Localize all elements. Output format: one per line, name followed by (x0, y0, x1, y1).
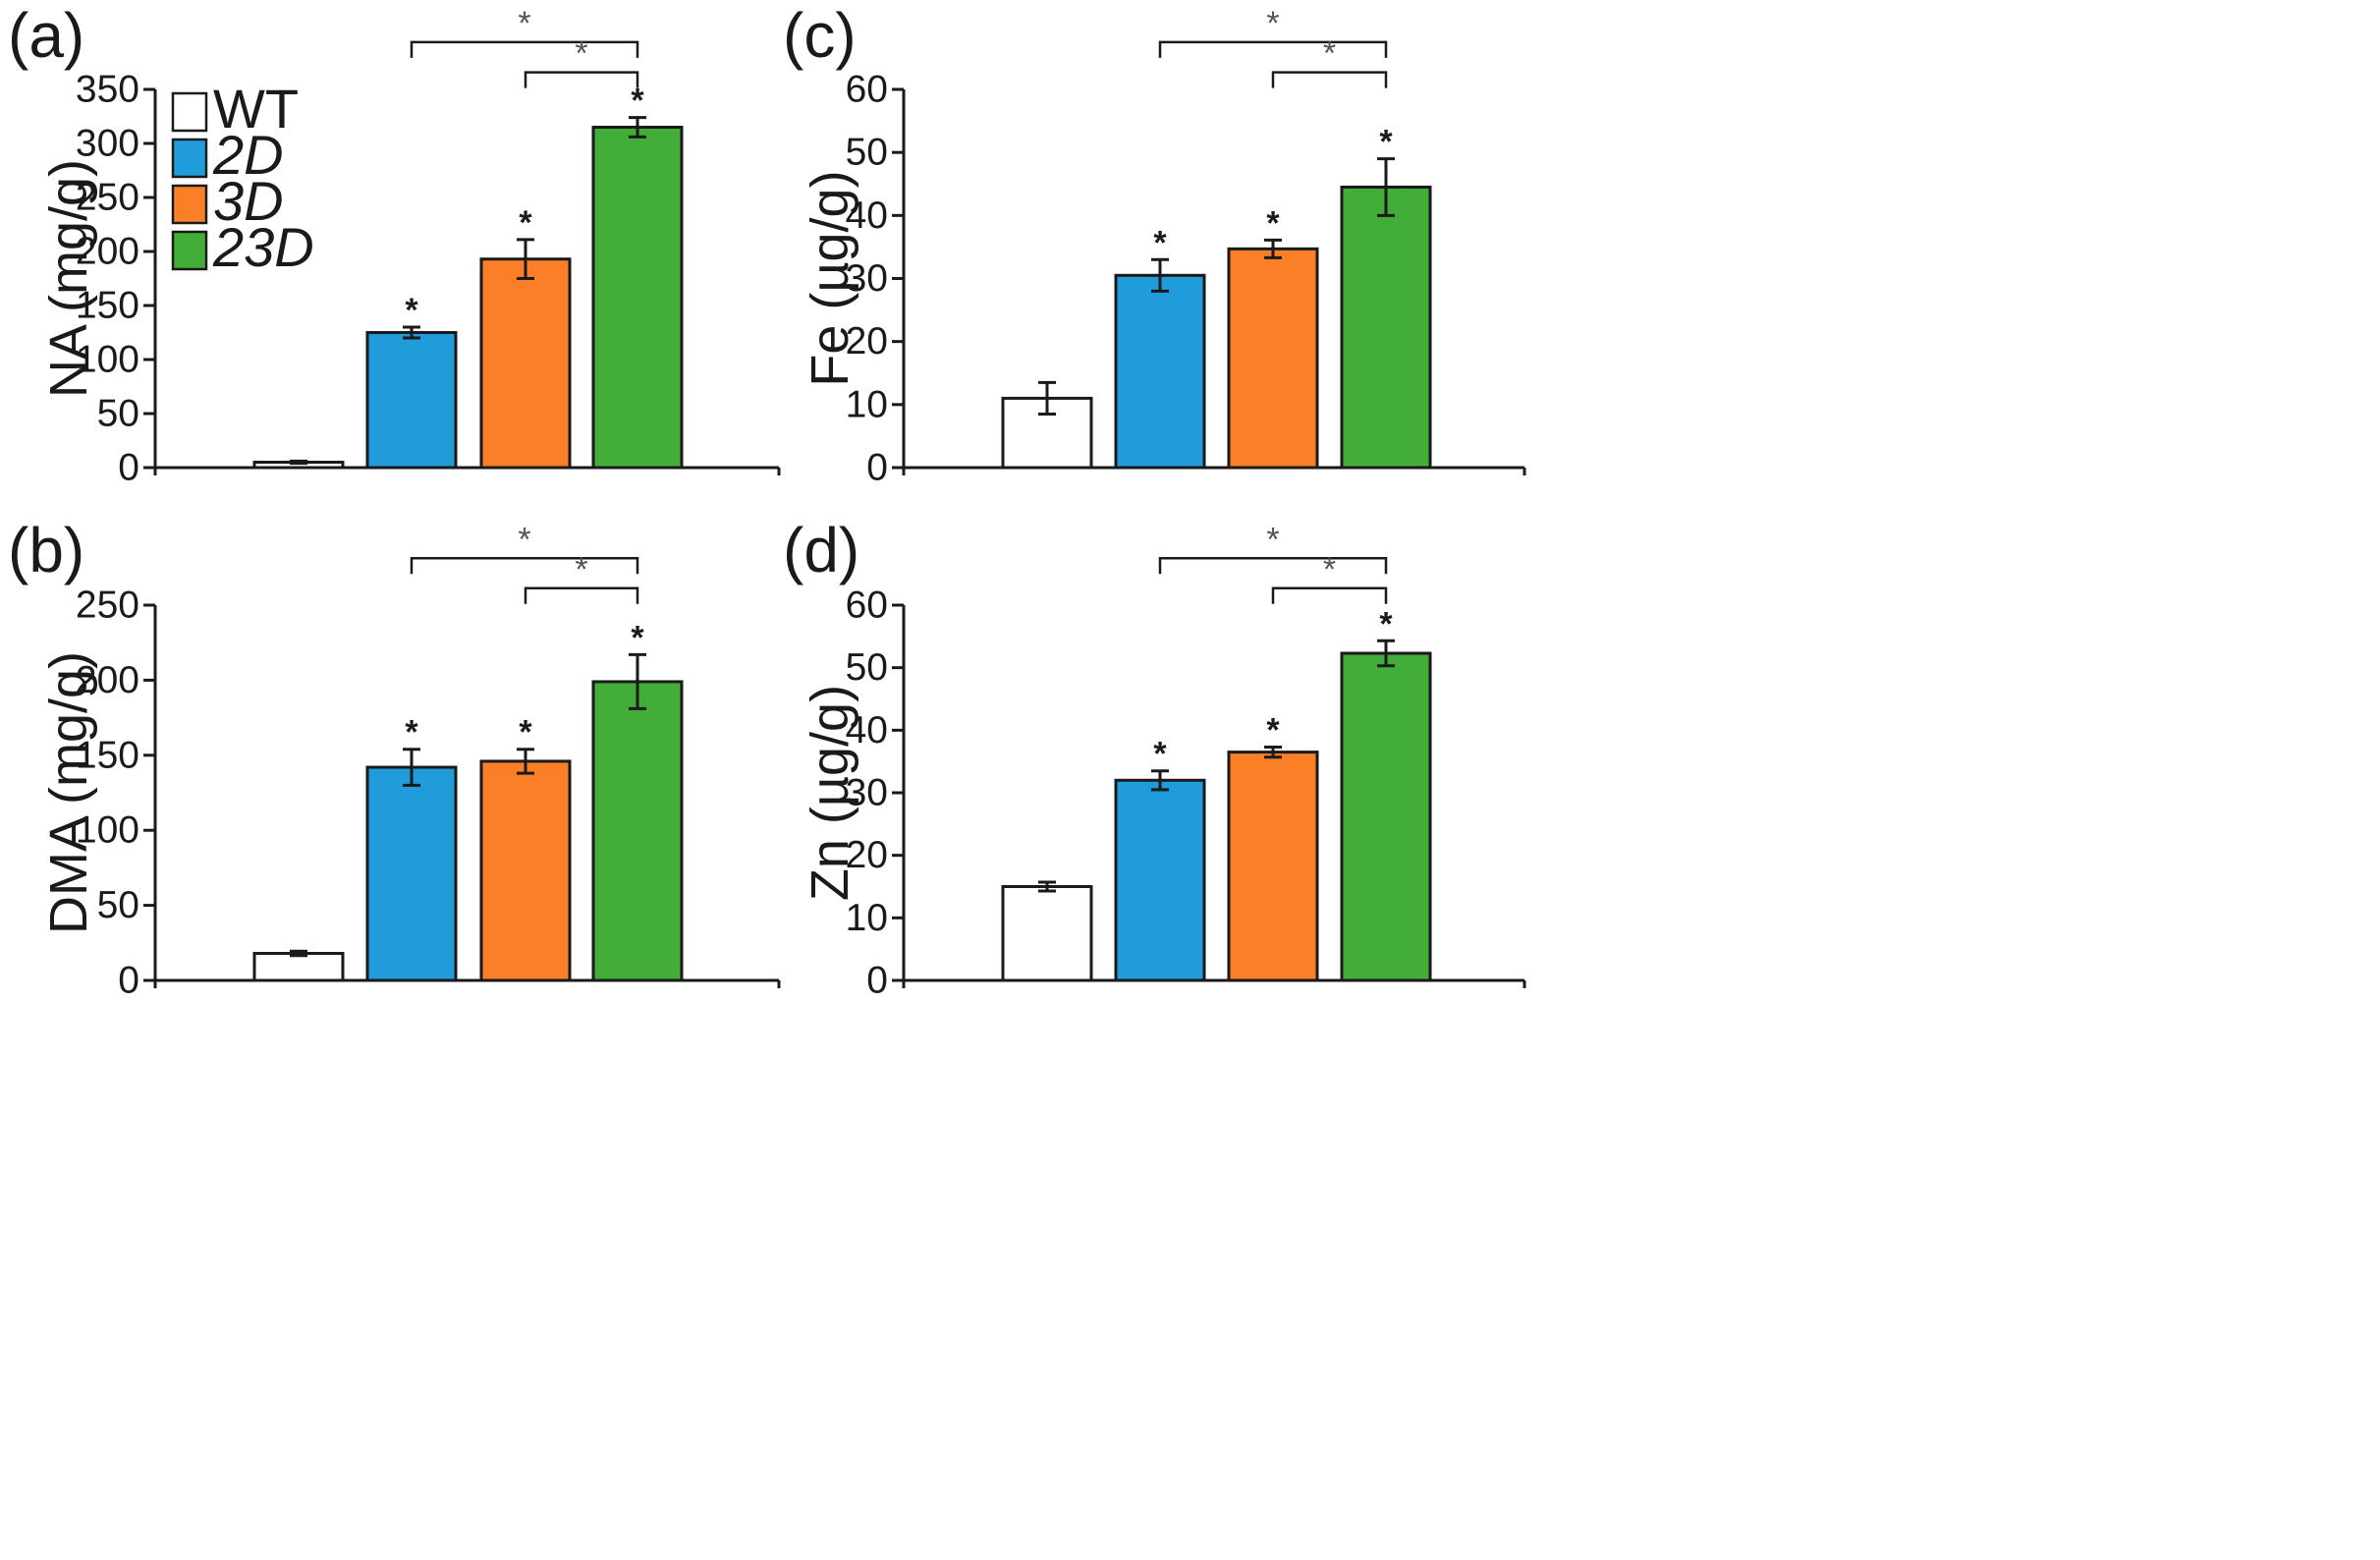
legend-label-23d: 23D (212, 216, 314, 278)
bar-3d (479, 759, 572, 982)
y-tick-label: 50 (846, 646, 888, 689)
panel-label: (d) (783, 515, 859, 585)
significance-star: * (1379, 605, 1393, 642)
significance-star: * (1153, 736, 1167, 773)
significance-star: * (1153, 224, 1167, 261)
significance-star: * (519, 204, 532, 242)
legend-label-wt: WT (213, 78, 299, 139)
bracket-star: * (575, 551, 587, 588)
bar-3d (1227, 247, 1319, 470)
bar-wt (1001, 885, 1093, 982)
bar-3d (479, 257, 572, 470)
y-tick-label: 150 (76, 285, 139, 327)
significance-star: * (631, 619, 644, 656)
comparison-bracket (410, 40, 639, 58)
y-tick-label: 30 (846, 257, 888, 300)
bracket-star: * (1323, 551, 1336, 588)
comparison-bracket (524, 71, 639, 88)
y-tick-label: 0 (866, 447, 888, 489)
legend-label-3d: 3D (213, 170, 284, 232)
bracket-star: * (518, 5, 530, 42)
y-tick-label: 20 (846, 834, 888, 876)
legend-swatch-wt (171, 91, 208, 133)
bracket-star: * (575, 35, 587, 73)
bar-2d (365, 765, 458, 982)
significance-star: * (405, 292, 418, 329)
significance-star: * (631, 83, 644, 120)
bar-23d (591, 680, 684, 982)
legend-label-2d: 2D (212, 124, 284, 186)
y-tick-label: 150 (76, 734, 139, 776)
comparison-bracket (410, 557, 639, 575)
y-tick-label: 300 (76, 123, 139, 165)
y-tick-label: 250 (76, 177, 139, 219)
bracket-star: * (1266, 5, 1279, 42)
y-tick-label: 20 (846, 320, 888, 362)
y-tick-label: 50 (97, 393, 139, 435)
y-tick-label: 350 (76, 69, 139, 111)
panel-label: (c) (783, 0, 857, 71)
y-tick-label: 200 (76, 659, 139, 701)
comparison-bracket (524, 586, 639, 604)
y-tick-label: 50 (97, 884, 139, 926)
comparison-bracket (1271, 586, 1388, 604)
y-tick-label: 0 (866, 960, 888, 1002)
y-tick-label: 100 (76, 339, 139, 381)
comparison-bracket (1271, 71, 1388, 88)
legend-swatch-3d (171, 184, 208, 225)
y-tick-label: 30 (846, 772, 888, 814)
panel-c: (c) Fe (µg/g) 0 10 20 30 40 50 60 * * * * * (783, 0, 1526, 489)
significance-star: * (1379, 124, 1393, 161)
y-tick-label: 40 (846, 709, 888, 752)
legend-swatch-2d (171, 138, 208, 179)
panel-a: (a) NA (mg/g) 0 50 100 150 200 250 300 350 * * * * * (8, 0, 781, 489)
y-tick-label: 0 (118, 960, 139, 1002)
y-tick-label: 250 (76, 585, 139, 627)
bar-3d (1227, 751, 1319, 982)
y-axis-title: DMA (mg/g) (39, 651, 98, 934)
panel-b: (b) DMA (mg/g) 0 50 100 150 200 250 * * * * * (8, 515, 781, 1002)
significance-star: * (405, 714, 418, 752)
comparison-bracket (1158, 40, 1388, 58)
y-axis-title: Fe (µg/g) (801, 170, 859, 386)
bar-2d (365, 331, 458, 470)
y-tick-label: 10 (846, 897, 888, 939)
bar-23d (1340, 185, 1432, 470)
significance-star: * (519, 714, 532, 752)
legend-swatch-23d (171, 230, 208, 271)
significance-star: * (1266, 204, 1280, 242)
bracket-star: * (1266, 521, 1279, 558)
y-axis-title: Zn (µg/g) (801, 685, 859, 901)
y-tick-label: 10 (846, 383, 888, 425)
bracket-star: * (1323, 35, 1336, 73)
bar-wt (252, 951, 345, 982)
y-tick-label: 60 (846, 585, 888, 627)
y-tick-label: 0 (118, 447, 139, 489)
bar-2d (1114, 778, 1206, 982)
bar-23d (591, 126, 684, 470)
panel-d: (d) Zn (µg/g) 0 10 20 30 40 50 60 * * * * * (783, 515, 1526, 1002)
y-tick-label: 100 (76, 809, 139, 852)
panel-label: (b) (8, 515, 84, 585)
bar-23d (1340, 651, 1432, 982)
panel-label: (a) (8, 0, 84, 71)
y-tick-label: 60 (846, 69, 888, 111)
y-axis-title: NA (mg/g) (39, 159, 98, 398)
comparison-bracket (1158, 557, 1388, 575)
bar-2d (1114, 273, 1206, 470)
y-tick-label: 200 (76, 231, 139, 273)
y-tick-label: 50 (846, 132, 888, 174)
y-tick-label: 40 (846, 195, 888, 237)
significance-star: * (1266, 712, 1280, 750)
bracket-star: * (518, 521, 530, 558)
